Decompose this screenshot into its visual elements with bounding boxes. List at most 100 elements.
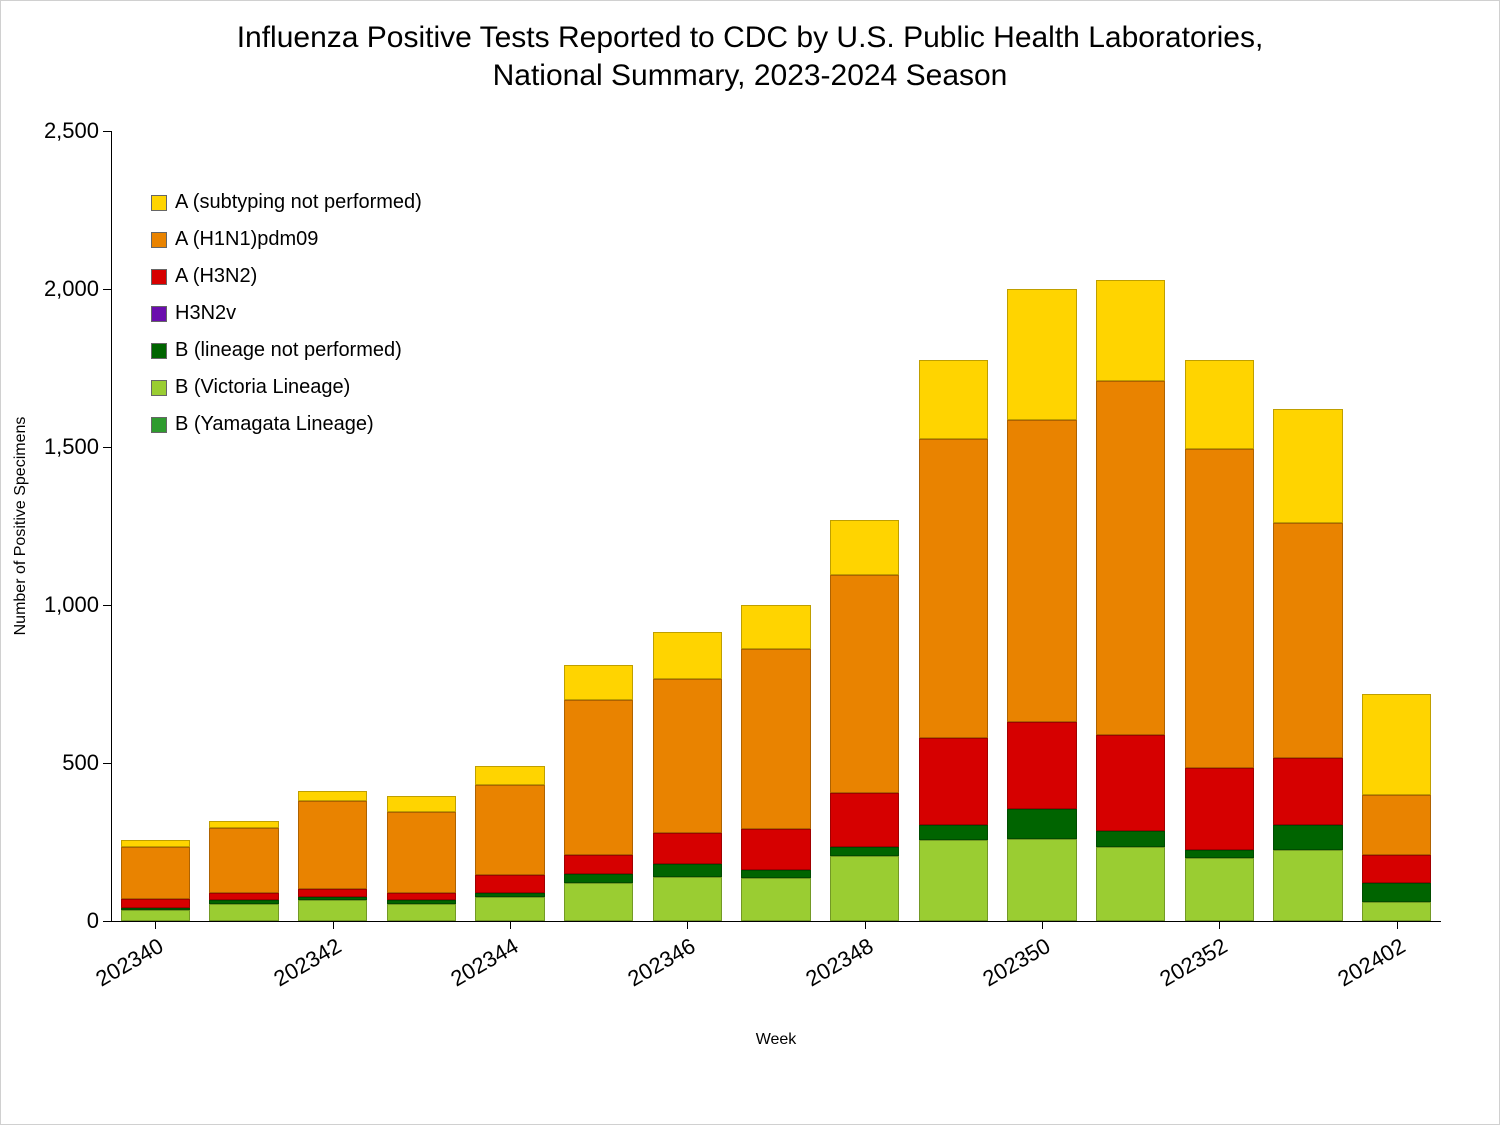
x-tick-label: 202340	[92, 933, 169, 992]
bar-segment-a_h3n2	[1273, 758, 1342, 824]
bar-segment-b_victoria	[830, 856, 899, 921]
bar-segment-a_h3n2	[830, 793, 899, 847]
bar-segment-a_h1n1	[1362, 795, 1431, 855]
bar-segment-a_h1n1	[1096, 381, 1165, 735]
bar-segment-a_h1n1	[564, 700, 633, 855]
bar-segment-a_h3n2	[653, 833, 722, 865]
bar-segment-b_no_lineage	[741, 870, 810, 878]
bar-segment-a_no_subtype	[1007, 289, 1076, 420]
y-tick-label: 0	[87, 908, 111, 934]
bar-group	[1273, 131, 1342, 921]
bar-segment-a_h1n1	[298, 801, 367, 889]
legend-label: H3N2v	[175, 302, 236, 325]
bar-segment-b_victoria	[741, 878, 810, 921]
legend-swatch	[151, 195, 167, 211]
y-axis-line	[111, 131, 112, 921]
bar-segment-a_h1n1	[1185, 449, 1254, 768]
bar-segment-a_h3n2	[298, 889, 367, 897]
bar-segment-a_no_subtype	[1185, 360, 1254, 448]
bar-segment-a_no_subtype	[1273, 409, 1342, 523]
legend-item-b_no_lineage: B (lineage not performed)	[151, 339, 422, 362]
bar-segment-a_h1n1	[387, 812, 456, 893]
bar-segment-a_h1n1	[741, 649, 810, 829]
legend-label: A (subtyping not performed)	[175, 191, 422, 214]
x-axis-line	[111, 921, 1441, 922]
x-tick-label: 202352	[1156, 933, 1233, 992]
bar-segment-a_no_subtype	[741, 605, 810, 649]
bar-segment-a_h3n2	[1096, 735, 1165, 831]
legend-label: A (H1N1)pdm09	[175, 228, 318, 251]
x-tick-label: 202348	[801, 933, 878, 992]
bar-segment-a_h3n2	[475, 875, 544, 892]
bar-segment-b_victoria	[209, 904, 278, 921]
legend-swatch	[151, 343, 167, 359]
chart-title-line1: Influenza Positive Tests Reported to CDC…	[237, 21, 1264, 54]
bar-group	[564, 131, 633, 921]
bar-group	[741, 131, 810, 921]
bar-segment-a_no_subtype	[475, 766, 544, 785]
bar-segment-a_no_subtype	[209, 821, 278, 827]
x-tick-mark	[1042, 921, 1043, 929]
bar-group	[830, 131, 899, 921]
bar-segment-a_h1n1	[209, 828, 278, 893]
legend-item-a_h1n1: A (H1N1)pdm09	[151, 228, 422, 251]
bar-segment-a_no_subtype	[564, 665, 633, 700]
bar-segment-a_h3n2	[209, 893, 278, 901]
y-tick-label: 500	[62, 750, 111, 776]
bar-segment-b_no_lineage	[1096, 831, 1165, 847]
bar-segment-b_no_lineage	[653, 864, 722, 877]
legend-swatch	[151, 417, 167, 433]
bar-segment-a_h1n1	[121, 847, 190, 899]
bar-segment-b_no_lineage	[209, 900, 278, 903]
bar-segment-b_victoria	[1362, 902, 1431, 921]
y-tick-label: 1,500	[44, 434, 111, 460]
legend-item-b_victoria: B (Victoria Lineage)	[151, 376, 422, 399]
bar-group	[475, 131, 544, 921]
legend-item-a_h3n2: A (H3N2)	[151, 265, 422, 288]
bar-segment-b_victoria	[653, 877, 722, 921]
bar-segment-a_no_subtype	[653, 632, 722, 679]
legend-swatch	[151, 380, 167, 396]
bar-segment-b_no_lineage	[564, 874, 633, 883]
legend-swatch	[151, 306, 167, 322]
chart-container: Influenza Positive Tests Reported to CDC…	[0, 0, 1500, 1125]
bar-segment-a_no_subtype	[387, 796, 456, 812]
bar-group	[1362, 131, 1431, 921]
legend-label: B (Victoria Lineage)	[175, 376, 350, 399]
bar-segment-a_no_subtype	[121, 840, 190, 846]
bar-segment-a_h3n2	[387, 893, 456, 901]
x-axis-title: Week	[756, 1031, 797, 1049]
bar-group	[1007, 131, 1076, 921]
bar-segment-a_h3n2	[1362, 855, 1431, 883]
x-tick-mark	[1219, 921, 1220, 929]
bar-segment-b_victoria	[1273, 850, 1342, 921]
legend-item-a_no_subtype: A (subtyping not performed)	[151, 191, 422, 214]
bar-segment-a_h1n1	[1007, 420, 1076, 722]
bar-segment-b_victoria	[475, 897, 544, 921]
bar-group	[919, 131, 988, 921]
legend: A (subtyping not performed) A (H1N1)pdm09…	[151, 191, 422, 450]
bar-segment-b_no_lineage	[1362, 883, 1431, 902]
bar-segment-a_h3n2	[1185, 768, 1254, 850]
bar-group	[1096, 131, 1165, 921]
x-tick-label: 202344	[446, 933, 523, 992]
bar-segment-b_no_lineage	[1273, 825, 1342, 850]
x-tick-mark	[865, 921, 866, 929]
x-tick-mark	[510, 921, 511, 929]
bar-segment-a_no_subtype	[1362, 694, 1431, 795]
y-tick-label: 1,000	[44, 592, 111, 618]
x-tick-label: 202350	[978, 933, 1055, 992]
bar-segment-a_h3n2	[741, 829, 810, 870]
bar-segment-a_no_subtype	[919, 360, 988, 439]
x-tick-mark	[333, 921, 334, 929]
bar-segment-a_no_subtype	[1096, 280, 1165, 381]
bar-segment-a_h3n2	[919, 738, 988, 825]
bar-segment-a_no_subtype	[298, 791, 367, 800]
x-tick-mark	[1397, 921, 1398, 929]
x-tick-label: 202342	[269, 933, 346, 992]
bar-group	[653, 131, 722, 921]
legend-label: B (Yamagata Lineage)	[175, 413, 374, 436]
bar-segment-b_no_lineage	[298, 897, 367, 900]
chart-title: Influenza Positive Tests Reported to CDC…	[1, 19, 1499, 94]
bar-segment-a_h3n2	[564, 855, 633, 874]
